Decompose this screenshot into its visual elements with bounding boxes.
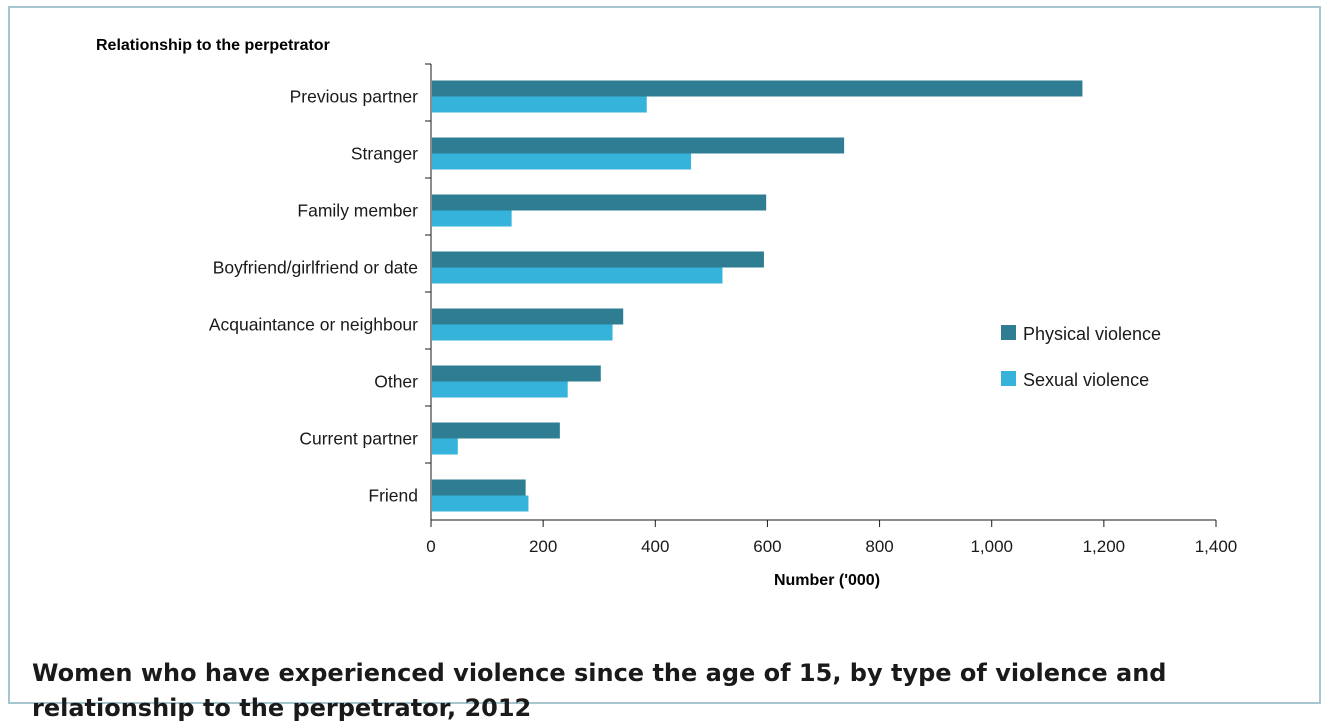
x-tick-label: 400 — [641, 537, 669, 556]
x-tick-label: 200 — [529, 537, 557, 556]
legend: Physical violence Sexual violence — [1001, 324, 1161, 390]
bar-chart: Relationship to the perpetrator Previous… — [96, 37, 1238, 589]
legend-label-physical: Physical violence — [1023, 324, 1161, 344]
bar-physical-violence-other — [432, 365, 601, 382]
bar-physical-violence-current-partner — [432, 422, 560, 439]
x-tick-label: 800 — [865, 537, 893, 556]
category-label-family-member: Family member — [297, 201, 418, 221]
legend-label-sexual: Sexual violence — [1023, 370, 1149, 390]
bar-sexual-violence-boyfriend-girlfriend-or-date — [432, 267, 723, 284]
x-tick-label: 1,400 — [1195, 537, 1238, 556]
category-label-current-partner: Current partner — [299, 429, 418, 449]
x-tick-label: 0 — [426, 537, 435, 556]
x-tick-label: 600 — [753, 537, 781, 556]
chart-caption: Women who have experienced violence sinc… — [32, 659, 1167, 722]
bar-physical-violence-family-member — [432, 194, 767, 211]
bar-physical-violence-acquaintance-or-neighbour — [432, 308, 624, 325]
x-tick-label: 1,000 — [970, 537, 1013, 556]
category-label-friend: Friend — [368, 486, 418, 506]
bar-physical-violence-friend — [432, 479, 526, 496]
bar-physical-violence-stranger — [432, 137, 845, 154]
category-label-previous-partner: Previous partner — [290, 87, 419, 107]
legend-swatch-physical — [1001, 325, 1016, 340]
bar-sexual-violence-stranger — [432, 153, 692, 170]
bar-sexual-violence-previous-partner — [432, 96, 647, 113]
x-axis-title: Number ('000) — [774, 572, 880, 589]
legend-swatch-sexual — [1001, 371, 1016, 386]
bar-sexual-violence-current-partner — [432, 438, 458, 455]
bar-sexual-violence-other — [432, 381, 568, 398]
bar-sexual-violence-friend — [432, 495, 529, 512]
bar-physical-violence-previous-partner — [432, 80, 1083, 97]
x-tick-label: 1,200 — [1083, 537, 1126, 556]
chart-frame — [8, 6, 1321, 704]
category-label-other: Other — [374, 372, 418, 392]
bar-sexual-violence-acquaintance-or-neighbour — [432, 324, 613, 341]
category-label-acquaintance-or-neighbour: Acquaintance or neighbour — [209, 315, 418, 335]
category-label-boyfriend-girlfriend-or-date: Boyfriend/girlfriend or date — [213, 258, 418, 278]
bar-physical-violence-boyfriend-girlfriend-or-date — [432, 251, 764, 268]
category-label-stranger: Stranger — [351, 144, 418, 164]
bar-sexual-violence-family-member — [432, 210, 512, 227]
y-axis-title: Relationship to the perpetrator — [96, 37, 330, 54]
